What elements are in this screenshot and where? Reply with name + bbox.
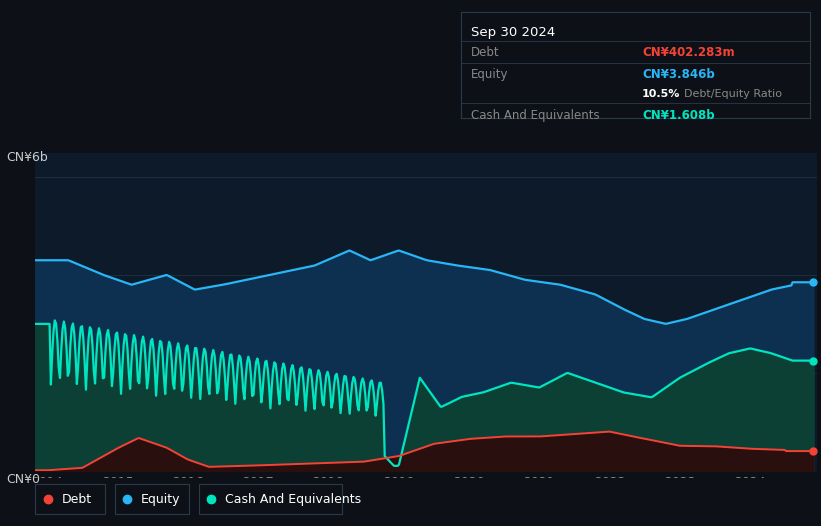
Text: Equity: Equity [141,493,181,505]
Text: CN¥402.283m: CN¥402.283m [642,46,735,59]
Text: 10.5%: 10.5% [642,88,681,98]
Text: CN¥1.608b: CN¥1.608b [642,109,714,122]
Text: Cash And Equivalents: Cash And Equivalents [225,493,361,505]
Text: Debt: Debt [471,46,500,59]
Text: Debt/Equity Ratio: Debt/Equity Ratio [684,88,782,98]
Text: CN¥0: CN¥0 [7,473,40,487]
Text: Cash And Equivalents: Cash And Equivalents [471,109,599,122]
Text: Equity: Equity [471,68,508,82]
Text: CN¥3.846b: CN¥3.846b [642,68,715,82]
Text: CN¥6b: CN¥6b [7,151,48,164]
Text: Sep 30 2024: Sep 30 2024 [471,26,555,39]
Text: Debt: Debt [62,493,92,505]
